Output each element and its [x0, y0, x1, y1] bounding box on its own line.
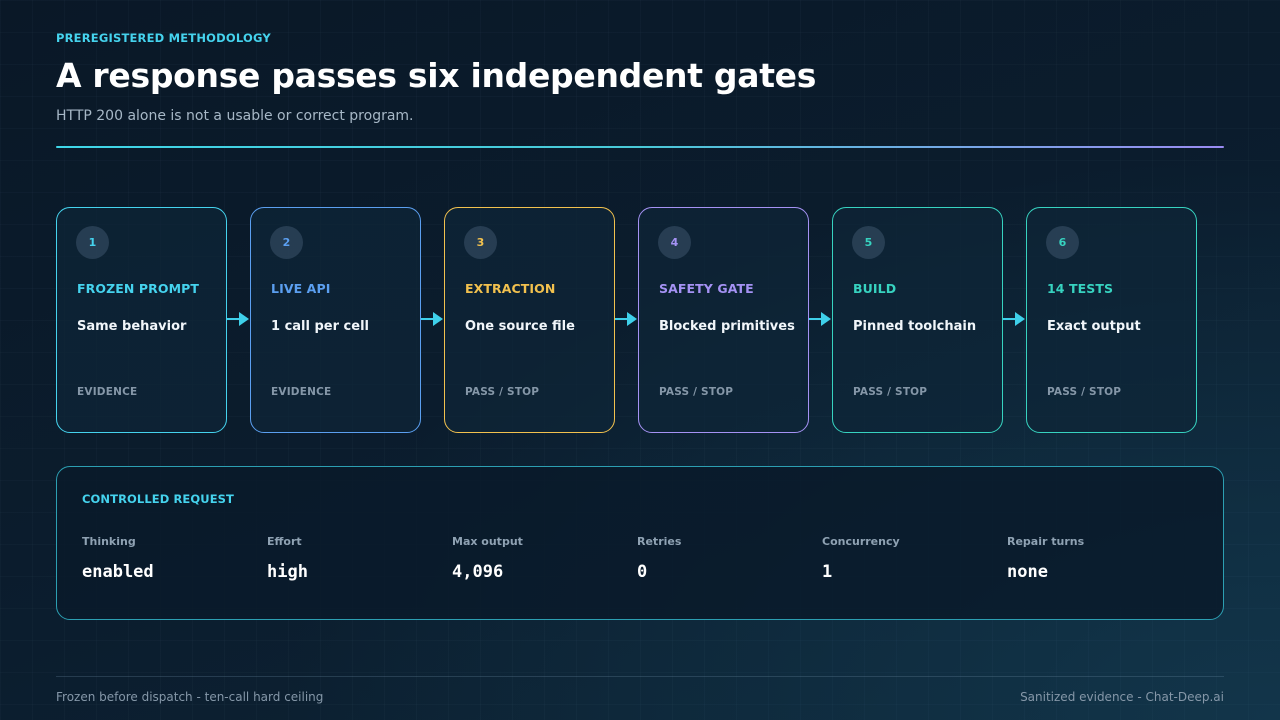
panel-title: CONTROLLED REQUEST: [82, 492, 234, 506]
gate-number-badge: 2: [270, 226, 303, 259]
gate-card-live-api: 2 LIVE API 1 call per cell EVIDENCE: [250, 207, 421, 433]
flow-arrow-icon: [421, 312, 443, 326]
header-divider: [56, 146, 1224, 148]
gate-card-build: 5 BUILD Pinned toolchain PASS / STOP: [832, 207, 1003, 433]
gate-footer: PASS / STOP: [853, 386, 928, 398]
gate-footer: PASS / STOP: [465, 386, 540, 398]
param-value: 0: [637, 562, 648, 582]
gate-footer: PASS / STOP: [1047, 386, 1122, 398]
param-label: Repair turns: [1007, 535, 1085, 548]
gate-number-badge: 4: [658, 226, 691, 259]
gate-footer: PASS / STOP: [659, 386, 734, 398]
footer-note: Frozen before dispatch - ten-call hard c…: [56, 690, 324, 704]
controlled-request-panel: CONTROLLED REQUEST Thinking enabled Effo…: [56, 466, 1224, 620]
gate-name: SAFETY GATE: [659, 281, 754, 296]
gate-description: One source file: [465, 319, 575, 334]
param-repair-turns: Repair turns none: [1007, 535, 1084, 582]
flow-arrow-icon: [227, 312, 249, 326]
eyebrow-label: PREREGISTERED METHODOLOGY: [56, 31, 271, 45]
gate-name: LIVE API: [271, 281, 331, 296]
gate-name: EXTRACTION: [465, 281, 556, 296]
param-label: Thinking: [82, 535, 136, 548]
gate-number-badge: 6: [1046, 226, 1079, 259]
gate-card-extraction: 3 EXTRACTION One source file PASS / STOP: [444, 207, 615, 433]
gate-card-frozen-prompt: 1 FROZEN PROMPT Same behavior EVIDENCE: [56, 207, 227, 433]
gate-number-badge: 3: [464, 226, 497, 259]
param-max-output: Max output 4,096: [452, 535, 523, 582]
flow-arrow-icon: [615, 312, 637, 326]
footer-credit: Sanitized evidence - Chat-Deep.ai: [1020, 690, 1224, 704]
flow-arrow-icon: [1003, 312, 1025, 326]
gate-name: FROZEN PROMPT: [77, 281, 200, 296]
gate-description: Exact output: [1047, 319, 1141, 334]
gate-description: Pinned toolchain: [853, 319, 977, 334]
gate-name: 14 TESTS: [1047, 281, 1114, 296]
param-value: high: [267, 562, 308, 582]
gate-description: 1 call per cell: [271, 319, 369, 334]
param-thinking: Thinking enabled: [82, 535, 154, 582]
gate-footer: EVIDENCE: [77, 386, 138, 398]
gate-number-badge: 5: [852, 226, 885, 259]
param-effort: Effort high: [267, 535, 308, 582]
page-subtitle: HTTP 200 alone is not a usable or correc…: [56, 108, 414, 124]
gate-number-badge: 1: [76, 226, 109, 259]
gate-footer: EVIDENCE: [271, 386, 332, 398]
gate-card-safety-gate: 4 SAFETY GATE Blocked primitives PASS / …: [638, 207, 809, 433]
param-retries: Retries 0: [637, 535, 681, 582]
gate-description: Blocked primitives: [659, 319, 795, 334]
page-title: A response passes six independent gates: [56, 56, 817, 95]
gate-name: BUILD: [853, 281, 897, 296]
param-concurrency: Concurrency 1: [822, 535, 900, 582]
param-label: Concurrency: [822, 535, 900, 548]
param-label: Effort: [267, 535, 302, 548]
gate-description: Same behavior: [77, 319, 187, 334]
param-label: Max output: [452, 535, 523, 548]
footer-divider: [56, 676, 1224, 677]
param-value: enabled: [82, 562, 154, 582]
param-value: 4,096: [452, 562, 504, 582]
param-value: none: [1007, 562, 1048, 582]
param-label: Retries: [637, 535, 682, 548]
gate-card-tests: 6 14 TESTS Exact output PASS / STOP: [1026, 207, 1197, 433]
param-value: 1: [822, 562, 833, 582]
flow-arrow-icon: [809, 312, 831, 326]
